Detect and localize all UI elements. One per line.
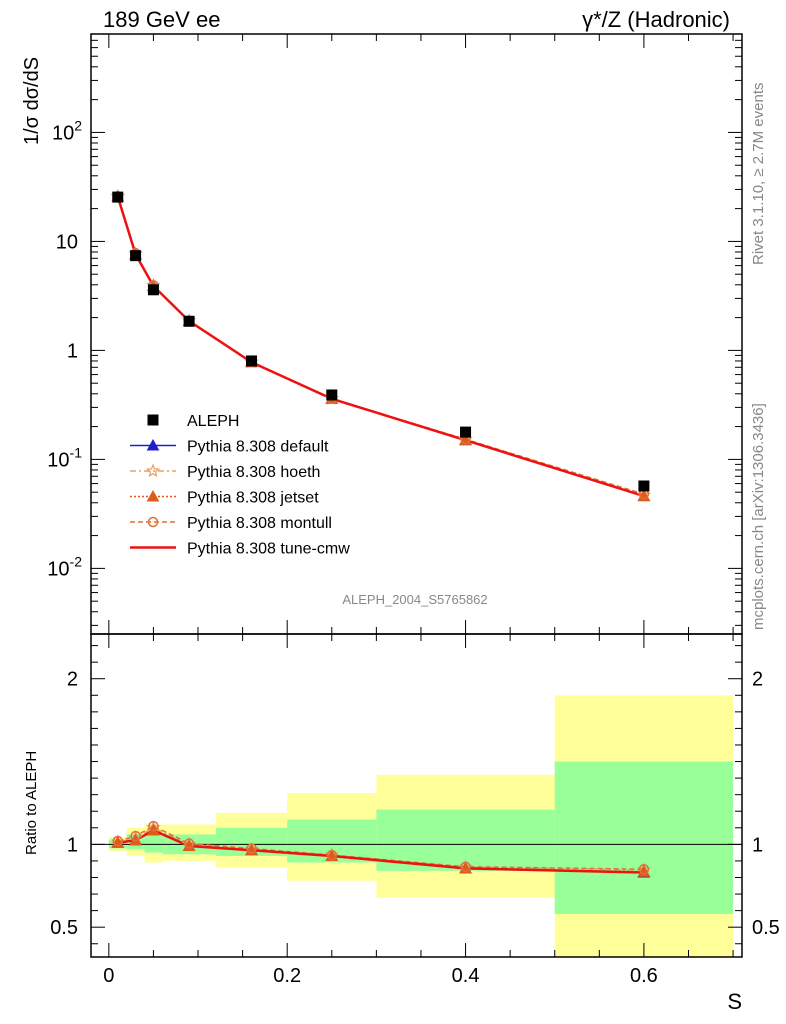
main-ytick-label: 102 xyxy=(52,117,82,144)
x-axis-label: S xyxy=(727,989,742,1014)
main-ytick-label: 1 xyxy=(67,340,78,362)
ratio-band-green-7 xyxy=(554,761,734,914)
legend-entry: Pythia 8.308 default xyxy=(130,439,329,456)
legend-entry: Pythia 8.308 jetset xyxy=(130,490,319,507)
legend-label: Pythia 8.308 tune-cmw xyxy=(187,541,350,558)
aleph-data-point xyxy=(326,389,338,401)
ratio-ytick-label-right: 1 xyxy=(752,834,763,856)
legend-label: ALEPH xyxy=(187,413,239,430)
ratio-ytick-label: 1 xyxy=(67,834,78,856)
ratio-series-point-3 xyxy=(246,843,257,854)
ratio-series-point-2 xyxy=(182,839,196,852)
legend-label: Pythia 8.308 montull xyxy=(187,515,332,532)
legend-label: Pythia 8.308 hoeth xyxy=(187,464,320,481)
legend-marker xyxy=(146,489,160,502)
analysis-watermark: ALEPH_2004_S5765862 xyxy=(342,592,487,607)
ratio-series-point-3 xyxy=(638,863,650,875)
legend-marker xyxy=(145,463,161,478)
ratio-ylabel: Ratio to ALEPH xyxy=(23,751,40,855)
left-title: 189 GeV ee xyxy=(103,7,220,32)
main-ytick-label: 10 xyxy=(56,231,78,253)
x-tick-label: 0.2 xyxy=(273,965,301,987)
ratio-series-point-3 xyxy=(183,838,195,849)
ratio-series-point-2 xyxy=(325,849,339,861)
legend-aleph-marker xyxy=(147,414,159,426)
aleph-data-point xyxy=(460,426,472,438)
ratio-series-point-3 xyxy=(326,849,338,861)
right-title: γ*/Z (Hadronic) xyxy=(582,7,730,32)
legend-marker xyxy=(146,438,160,451)
ratio-ytick-label-right: 2 xyxy=(752,669,763,691)
aleph-data-point xyxy=(183,315,195,327)
legend-entry: Pythia 8.308 hoeth xyxy=(130,463,320,481)
x-tick-label: 0.6 xyxy=(630,965,658,987)
ratio-ytick-label-right: 0.5 xyxy=(752,917,780,939)
main-ytick-label: 10-1 xyxy=(47,444,82,471)
x-tick-label: 0.4 xyxy=(452,965,480,987)
ratio-band-green-2 xyxy=(144,832,163,853)
x-tick-label: 0 xyxy=(103,965,114,987)
ratio-series-point-3 xyxy=(112,835,124,847)
ratio-ytick-label: 2 xyxy=(67,669,78,691)
rivet-version-text: Rivet 3.1.10, ≥ 2.7M events xyxy=(750,83,767,266)
main-ytick-label: 10-2 xyxy=(47,553,82,580)
ratio-plot-panel: 0 0.2 0.4 0.6 0.5 0.5 1 1 2 2 xyxy=(50,633,780,987)
aleph-data-point xyxy=(130,250,142,262)
aleph-data-point xyxy=(638,480,650,492)
legend-label: Pythia 8.308 default xyxy=(187,439,329,456)
main-plot-panel: 10-2 10-1 1 10 102 ALEPH Pythia 8.308 default P… xyxy=(47,33,743,635)
aleph-data-point xyxy=(112,191,124,203)
legend-entry: Pythia 8.308 tune-cmw xyxy=(130,541,350,558)
ratio-series-point-3 xyxy=(130,830,141,842)
ratio-frame xyxy=(90,633,743,958)
ratio-ytick-label: 0.5 xyxy=(50,917,78,939)
legend-entry: Pythia 8.308 montull xyxy=(130,515,332,532)
ratio-series-point-2 xyxy=(637,865,651,877)
ratio-series-point-3 xyxy=(460,861,471,872)
aleph-data-point xyxy=(246,355,258,367)
legend-entry: ALEPH xyxy=(147,413,239,430)
mcplots-reference-text: mcplots.cern.ch [arXiv:1306.3436] xyxy=(750,403,767,630)
ratio-series-point-3 xyxy=(148,820,159,832)
aleph-data-point xyxy=(147,284,159,296)
legend-marker xyxy=(147,516,159,528)
legend-label: Pythia 8.308 jetset xyxy=(187,490,319,507)
main-ylabel: 1/σ dσ/dS xyxy=(21,57,43,145)
